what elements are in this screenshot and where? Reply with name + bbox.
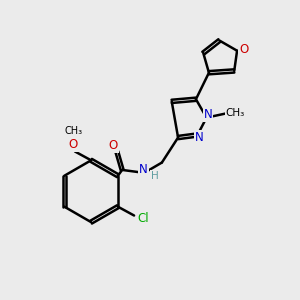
Text: N: N: [204, 108, 212, 121]
Text: H: H: [151, 171, 158, 181]
Text: Cl: Cl: [138, 212, 149, 225]
Text: O: O: [69, 138, 78, 151]
Text: N: N: [195, 131, 203, 144]
Text: O: O: [109, 139, 118, 152]
Text: CH₃: CH₃: [226, 108, 245, 118]
Text: N: N: [139, 163, 148, 176]
Text: O: O: [239, 43, 248, 56]
Text: CH₃: CH₃: [64, 126, 82, 136]
